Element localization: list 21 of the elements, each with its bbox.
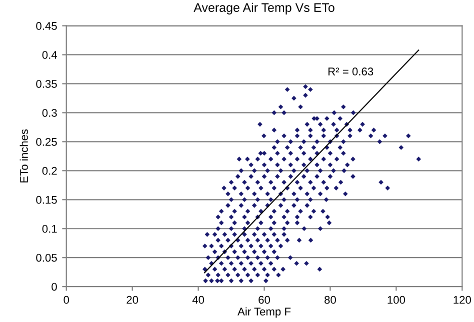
x-tick-label: 0 [64,296,70,304]
x-tick-label: 80 [324,296,336,304]
x-axis-title: Air Temp F [238,307,291,318]
x-tick-label: 100 [388,296,406,304]
y-tick-label: 0 [52,282,57,291]
x-tick-label: 120 [454,296,471,304]
y-axis-title: ETo inches [20,129,28,182]
y-tick-label: 0.05 [36,254,57,262]
x-tick-label: 40 [192,296,204,304]
y-tick-label: 0.1 [42,224,57,233]
y-tick-label: 0.4 [42,51,58,59]
x-tick-label: 60 [258,296,270,304]
chart-title: Average Air Temp Vs ETo [194,2,334,14]
x-tick-label: 20 [126,296,138,304]
y-tick-label: 0.2 [42,166,57,175]
y-tick-label: 0.45 [36,22,57,30]
y-tick-label: 0.35 [36,80,57,88]
y-tick-label: 0.25 [36,138,57,146]
annotation: R² = 0.63 [328,68,374,76]
y-tick-label: 0.15 [36,196,57,204]
y-tick-label: 0.3 [42,108,57,117]
